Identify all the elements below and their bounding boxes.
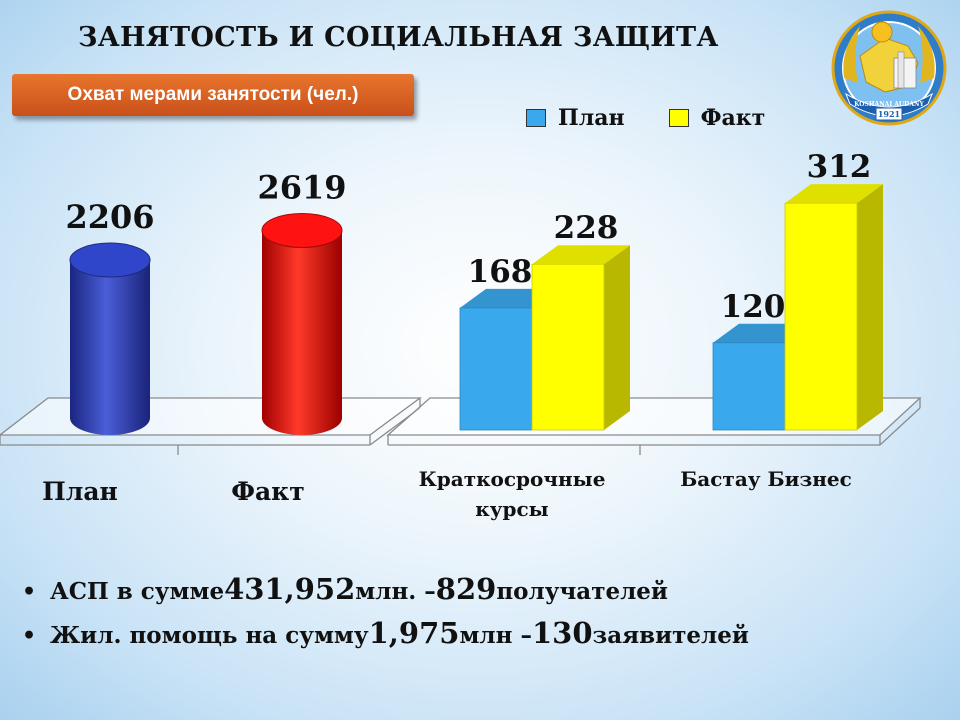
box-bar-courses-fact-front bbox=[531, 263, 605, 431]
legend-item-plan: План bbox=[526, 105, 625, 131]
data-label-bastau-plan: 120 bbox=[721, 289, 786, 325]
data-label-bastau-fact: 312 bbox=[807, 149, 872, 185]
box-bar-bastau-fact-side bbox=[857, 184, 883, 430]
emblem-year-text: 1921 bbox=[878, 109, 900, 119]
box-bar-bastau-fact-top bbox=[785, 184, 883, 204]
bullet-housing-amount: 1,975 bbox=[368, 616, 460, 650]
data-label-plan: 2206 bbox=[65, 198, 154, 236]
category-label-line-2: курсы bbox=[475, 497, 548, 521]
bullet-dot-icon: • bbox=[22, 579, 37, 605]
right-chart-bars: 168 228 120 312 bbox=[459, 149, 883, 431]
data-label-fact: 2619 bbox=[257, 168, 346, 206]
left-category-label-plan: План bbox=[42, 477, 118, 506]
page-title: ЗАНЯТОСТЬ И СОЦИАЛЬНАЯ ЗАЩИТА bbox=[78, 22, 719, 53]
bullet-housing-count: 130 bbox=[531, 616, 593, 650]
emblem-band-text: KOSHANAI AUDANY bbox=[854, 101, 924, 108]
legend-item-fact: Факт bbox=[668, 105, 766, 131]
bullet-housing-unit: млн – bbox=[459, 622, 532, 649]
summary-bullets: • АСП в сумме 431,952 млн. – 829 получат… bbox=[22, 572, 749, 660]
legend-label-fact: Факт bbox=[700, 105, 766, 131]
cylinder-top-fact bbox=[261, 212, 343, 248]
left-chart-bars: 2206 2619 bbox=[65, 168, 347, 435]
cylinder-top-plan bbox=[69, 242, 151, 278]
district-emblem-icon: KOSHANAI AUDANY 1921 bbox=[831, 10, 947, 126]
subtitle-badge: Охват мерами занятости (чел.) bbox=[12, 74, 414, 116]
legend-swatch-fact bbox=[668, 109, 689, 127]
data-label-courses-plan: 168 bbox=[468, 254, 533, 290]
left-category-label-fact: Факт bbox=[231, 477, 304, 506]
bullet-asp-text: АСП в сумме bbox=[50, 578, 225, 605]
box-bar-courses-plan-front bbox=[459, 307, 533, 431]
bullet-asp-amount: 431,952 bbox=[224, 572, 356, 606]
left-chart-floor bbox=[0, 397, 422, 455]
box-bar-courses-fact: 228 bbox=[531, 210, 630, 431]
bullet-asp: • АСП в сумме 431,952 млн. – 829 получат… bbox=[22, 572, 749, 616]
right-category-label-courses: Краткосрочные курсы bbox=[419, 467, 606, 521]
bullet-housing-text: Жил. помощь на сумму bbox=[50, 622, 369, 649]
data-label-courses-fact: 228 bbox=[554, 210, 619, 246]
chart-legend: План Факт bbox=[526, 105, 766, 131]
box-bar-bastau-plan-front bbox=[712, 342, 786, 431]
bullet-dot-icon: • bbox=[22, 623, 37, 649]
bullet-housing: • Жил. помощь на сумму 1,975 млн – 130 з… bbox=[22, 616, 749, 660]
right-category-label-bastau: Бастау Бизнес bbox=[680, 467, 852, 491]
cylinder-body-fact bbox=[262, 230, 342, 435]
cylinder-bar-fact: 2619 bbox=[257, 168, 347, 435]
bullet-asp-suffix: получателей bbox=[496, 578, 668, 605]
chart-area: 2206 2619 168 228 120 312 План Факт Краткоср… bbox=[0, 149, 922, 521]
bullet-asp-unit: млн. – bbox=[355, 578, 436, 605]
box-bar-bastau-fact: 312 bbox=[784, 149, 883, 431]
legend-label-plan: План bbox=[558, 105, 625, 131]
cylinder-body-plan bbox=[70, 260, 150, 435]
box-bar-courses-fact-side bbox=[604, 245, 630, 430]
subtitle-text: Охват мерами занятости (чел.) bbox=[67, 84, 359, 105]
cylinder-bar-plan: 2206 bbox=[65, 198, 155, 435]
box-bar-bastau-fact-front bbox=[784, 202, 858, 431]
category-label-line-1: Краткосрочные bbox=[419, 467, 606, 491]
legend-swatch-plan bbox=[526, 109, 546, 127]
bullet-asp-count: 829 bbox=[435, 572, 497, 606]
bullet-housing-suffix: заявителей bbox=[592, 622, 749, 649]
box-bar-courses-fact-top bbox=[532, 245, 630, 265]
